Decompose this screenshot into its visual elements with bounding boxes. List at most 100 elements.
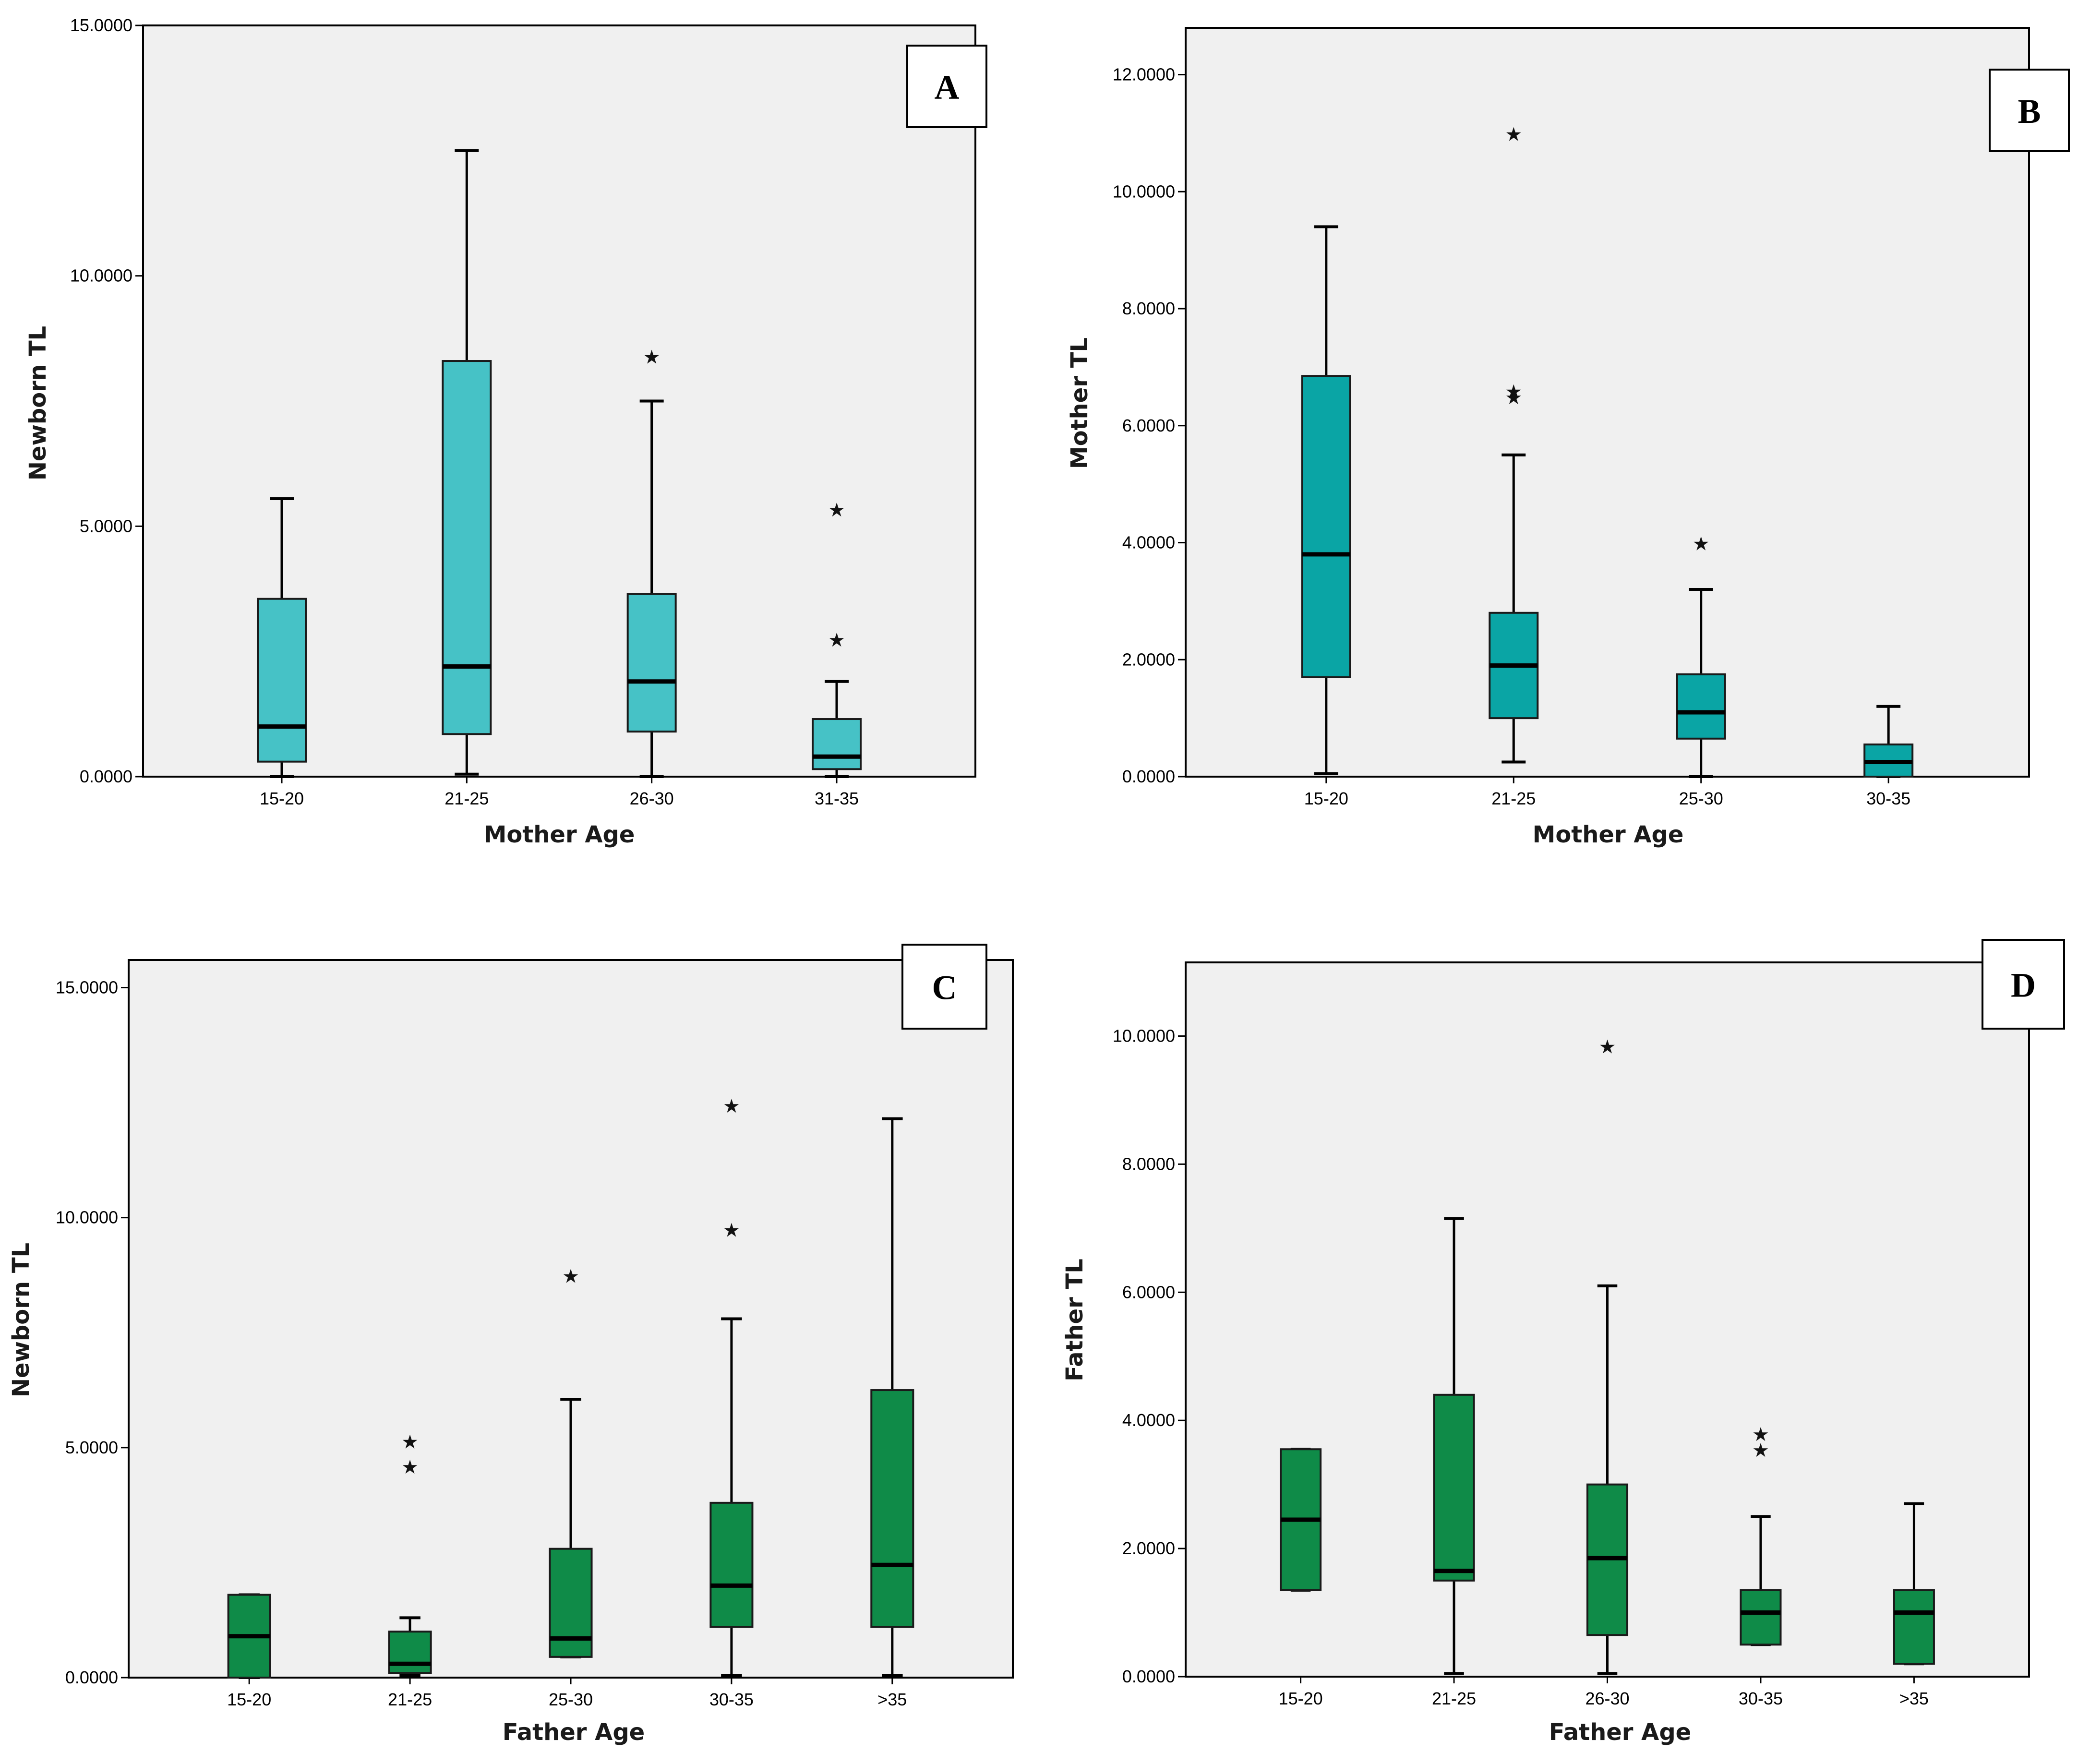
iqr-box <box>1740 1589 1782 1646</box>
x-axis-title: Father Age <box>1549 1719 1691 1746</box>
y-tick-label: 2.0000 <box>1122 1538 1175 1558</box>
x-tick-label: 15-20 <box>1304 789 1348 808</box>
panel-label: B <box>2018 92 2041 131</box>
panel-label: D <box>2011 966 2036 1005</box>
iqr-box <box>1893 1589 1935 1665</box>
outlier-marker: ★ <box>1599 1036 1616 1058</box>
y-tick-label: 2.0000 <box>1122 649 1175 669</box>
iqr-box <box>1301 375 1351 678</box>
x-tick-label: 26-30 <box>1585 1689 1629 1708</box>
x-tick-label: 21-25 <box>1432 1689 1476 1708</box>
y-tick-label: 12.0000 <box>1113 65 1175 84</box>
iqr-box <box>388 1631 432 1674</box>
y-tick-label: 0.0000 <box>1122 767 1175 786</box>
iqr-box <box>442 360 492 735</box>
outlier-marker: ★ <box>1752 1440 1769 1462</box>
x-tick-label: 25-30 <box>1679 789 1723 808</box>
panel-label-box <box>1989 69 2070 152</box>
x-tick-label: 31-35 <box>815 789 859 808</box>
panel-label-box <box>906 45 987 128</box>
x-axis-title: Father Age <box>503 1719 645 1746</box>
outlier-marker: ★ <box>723 1220 740 1242</box>
y-tick-label: 10.0000 <box>1113 181 1175 201</box>
outlier-marker: ★ <box>723 1095 740 1117</box>
y-tick-label: 0.0000 <box>65 1668 118 1687</box>
x-tick-label: 15-20 <box>260 789 304 808</box>
x-tick-label: >35 <box>1899 1689 1929 1708</box>
x-tick-label: 15-20 <box>227 1690 271 1709</box>
outlier-marker: ★ <box>828 629 845 651</box>
iqr-box <box>870 1389 914 1628</box>
y-tick-label: 8.0000 <box>1122 299 1175 318</box>
x-tick-label: 21-25 <box>388 1690 432 1709</box>
y-tick-label: 10.0000 <box>1113 1026 1175 1045</box>
outlier-marker: ★ <box>1505 387 1522 409</box>
y-tick-label: 6.0000 <box>1122 1282 1175 1302</box>
iqr-box <box>257 598 307 763</box>
y-tick-label: 10.0000 <box>70 266 132 286</box>
box-a-0 <box>257 497 307 778</box>
y-tick-label: 0.0000 <box>80 767 132 786</box>
panel-label-box <box>901 944 987 1030</box>
y-tick-label: 10.0000 <box>56 1208 118 1227</box>
box-c-3: ★★ <box>709 1095 754 1677</box>
panel-c: 0.0000 5.0000 10.0000 15.0000 15-20 21-25 25-3… <box>8 944 1014 1746</box>
box-d-1 <box>1433 1217 1475 1675</box>
iqr-box <box>812 718 862 770</box>
x-tick-label: 30-35 <box>709 1690 754 1709</box>
outlier-marker: ★ <box>1505 381 1522 403</box>
y-tick-label: 6.0000 <box>1122 416 1175 435</box>
y-tick-label: 5.0000 <box>80 516 132 536</box>
x-tick-label: 21-25 <box>444 789 489 808</box>
panel-label: C <box>932 969 957 1007</box>
panel-label: A <box>935 68 960 107</box>
x-axis-title: Mother Age <box>484 821 635 848</box>
outlier-marker: ★ <box>1752 1424 1769 1446</box>
x-tick-label: 26-30 <box>630 789 674 808</box>
y-tick-label: 8.0000 <box>1122 1154 1175 1174</box>
box-a-2: ★ <box>626 347 677 778</box>
box-d-2: ★ <box>1586 1036 1629 1675</box>
x-tick-label: 15-20 <box>1279 1689 1323 1708</box>
y-tick-label: 4.0000 <box>1122 1410 1175 1430</box>
x-tick-label: 30-35 <box>1866 789 1910 808</box>
x-tick-label: >35 <box>877 1690 907 1709</box>
box-d-4 <box>1893 1502 1935 1666</box>
outlier-marker: ★ <box>401 1456 419 1478</box>
iqr-box <box>1433 1393 1475 1582</box>
y-tick-label: 15.0000 <box>56 978 118 997</box>
outlier-marker: ★ <box>401 1431 419 1453</box>
y-tick-label: 4.0000 <box>1122 533 1175 552</box>
x-tick-label: 30-35 <box>1739 1689 1783 1708</box>
box-c-0 <box>227 1593 271 1679</box>
y-tick-label: 5.0000 <box>65 1438 118 1457</box>
box-a-1 <box>442 149 492 776</box>
y-axis-title: Newborn TL <box>24 326 51 480</box>
iqr-box <box>549 1548 593 1658</box>
panel-label-box <box>1982 939 2065 1030</box>
x-axis-title: Mother Age <box>1533 821 1684 848</box>
y-axis-title: Father TL <box>1061 1259 1088 1381</box>
box-b-3 <box>1863 705 1914 778</box>
outlier-marker: ★ <box>828 499 845 521</box>
box-b-0 <box>1301 225 1351 775</box>
box-c-1: ★★ <box>388 1431 432 1677</box>
box-c-4 <box>870 1117 914 1677</box>
panel-d: 0.0000 2.0000 4.0000 6.0000 8.0000 10.0000 15-… <box>1061 939 2065 1746</box>
x-tick-label: 21-25 <box>1491 789 1536 808</box>
box-d-0 <box>1280 1448 1322 1592</box>
box-b-2: ★ <box>1676 533 1726 778</box>
x-tick-label: 25-30 <box>549 1690 593 1709</box>
iqr-box <box>1676 673 1726 740</box>
iqr-box <box>709 1501 754 1628</box>
y-axis-title: Newborn TL <box>8 1243 35 1397</box>
box-a-3: ★★ <box>812 499 862 778</box>
outlier-marker: ★ <box>1505 123 1522 145</box>
iqr-box <box>626 593 677 733</box>
box-c-2: ★ <box>549 1265 593 1658</box>
y-tick-label: 0.0000 <box>1122 1667 1175 1686</box>
y-axis-title: Mother TL <box>1066 337 1093 469</box>
box-b-1: ★★★ <box>1489 123 1539 764</box>
outlier-marker: ★ <box>562 1265 579 1287</box>
